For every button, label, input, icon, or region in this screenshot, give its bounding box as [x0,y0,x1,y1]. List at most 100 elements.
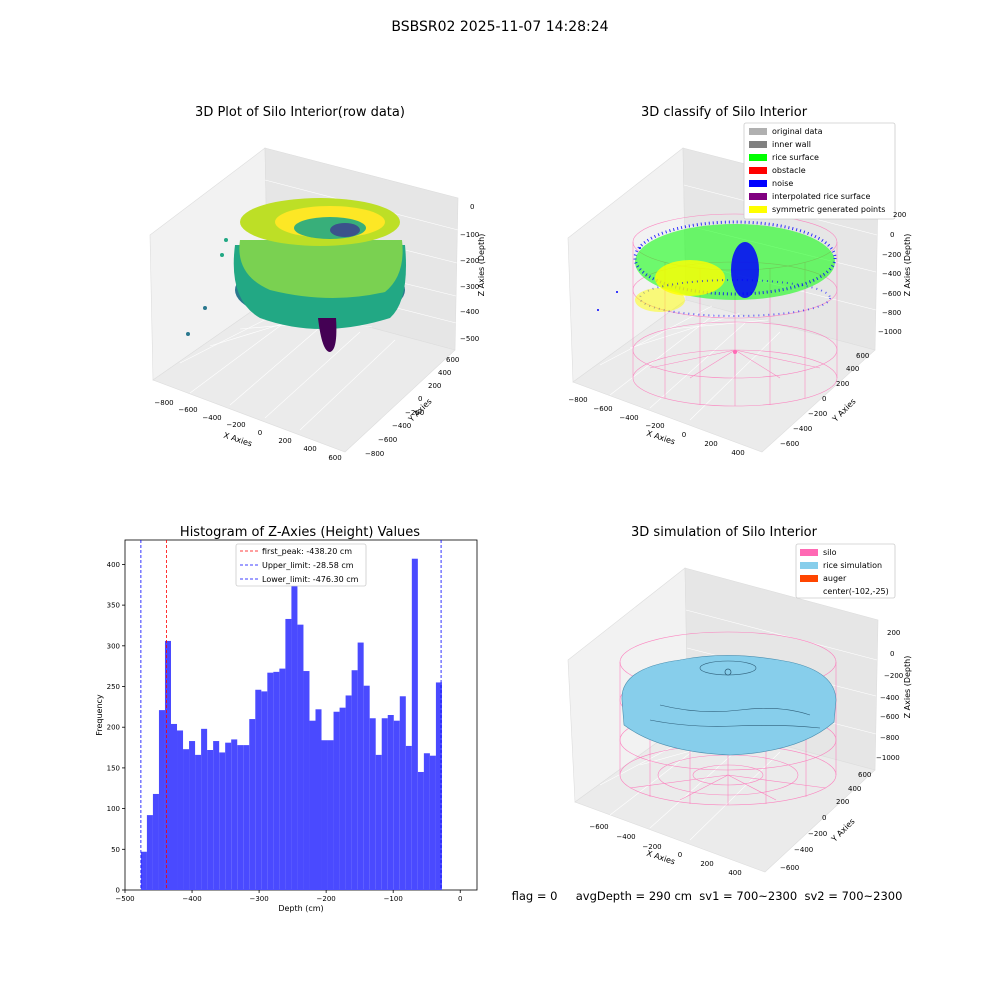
legend-item-rice-surface: rice surface [749,153,819,162]
histogram-bar [297,624,304,890]
svg-text:−200: −200 [808,830,827,838]
svg-text:600: 600 [328,454,341,462]
svg-text:auger: auger [823,574,847,583]
svg-text:400: 400 [848,785,861,793]
svg-text:0: 0 [470,203,474,211]
svg-text:0: 0 [822,814,826,822]
legend-item-silo: silo [800,548,837,557]
histogram-bar [279,668,286,890]
svg-text:inner wall: inner wall [772,140,811,149]
histogram-bar [405,745,412,890]
histogram-bar [170,723,178,890]
svg-text:−400: −400 [616,833,635,841]
histogram-bar [146,815,153,890]
svg-text:−600: −600 [780,864,799,872]
histogram-bar [393,720,400,890]
histogram-bar [339,707,346,890]
panel-classify-ylabel: Y Axies [830,397,858,425]
histogram-bar [207,750,214,890]
panel-simulation-zticks: 200 0 −200 −400 −600 −800 −1000 [876,629,903,762]
histogram-x-tick-label: −400 [182,895,201,903]
panel-simulation-ylabel: Y Axies [829,817,857,845]
svg-text:−600: −600 [882,290,901,298]
histogram-y-tick-label: 350 [107,602,120,610]
svg-text:rice surface: rice surface [772,153,819,162]
svg-text:0: 0 [890,650,894,658]
svg-text:−400: −400 [794,846,813,854]
svg-text:obstacle: obstacle [772,166,806,175]
svg-text:−800: −800 [882,309,901,317]
panel-raw-title: 3D Plot of Silo Interior(row data) [195,105,405,120]
histogram-bar [225,742,232,890]
histogram-y-tick-label: 400 [107,561,120,569]
panel-histogram: Histogram of Z-Axies (Height) Values −50… [95,525,478,913]
svg-text:interpolated rice surface: interpolated rice surface [772,192,870,201]
status-footer: flag = 0 avgDepth = 290 cm sv1 = 700~230… [512,889,903,903]
histogram-bar [189,741,196,890]
histogram-bar [345,695,352,890]
legend-item-first-peak: first_peak: -438.20 cm [240,547,352,556]
svg-text:original data: original data [772,127,823,136]
legend-item-center: center(-102,-25) [823,587,889,596]
panel-classify-zlabel: Z Axies (Depth) [903,234,912,297]
svg-text:−800: −800 [365,450,384,458]
histogram-bar [381,718,388,890]
svg-text:200: 200 [887,629,900,637]
svg-text:600: 600 [446,356,459,364]
figure-suptitle: BSBSR02 2025-11-07 14:28:24 [391,19,608,35]
panel-classify-3d: 3D classify of Silo Interior [567,105,912,457]
histogram-bar [309,720,316,890]
histogram-bar [363,685,370,890]
svg-text:−200: −200 [884,672,903,680]
svg-text:−300: −300 [460,283,479,291]
histogram-bar [285,618,292,890]
histogram-x-ticks: −500 −400 −300 −200 −100 0 [115,890,462,903]
svg-text:0: 0 [678,851,682,859]
svg-text:200: 200 [893,211,906,219]
svg-text:first_peak: -438.20 cm: first_peak: -438.20 cm [262,547,352,556]
panel-raw-zticks: 0 −100 −200 −300 −400 −500 [460,203,479,343]
svg-text:200: 200 [700,860,713,868]
svg-text:400: 400 [438,369,451,377]
svg-text:−1000: −1000 [878,328,902,336]
panel-classify-xticks: −800 −600 −400 −200 0 200 400 [568,396,744,457]
panel-raw-xlabel: X Axies [222,431,253,449]
histogram-bar [351,670,358,890]
panel-simulation-rice-surface [621,655,837,756]
histogram-bar [243,745,250,890]
histogram-bar [177,730,184,890]
histogram-bar [201,728,208,890]
histogram-bars [140,558,442,890]
svg-text:−600: −600 [378,436,397,444]
histogram-bar [267,672,274,890]
histogram-bar [158,710,165,890]
svg-text:noise: noise [772,179,793,188]
histogram-x-tick-label: −300 [249,895,268,903]
histogram-bar [195,754,202,890]
panel-raw-pointcloud [186,198,406,352]
svg-text:−600: −600 [589,823,608,831]
svg-text:600: 600 [856,352,869,360]
histogram-bar [375,754,382,890]
svg-text:200: 200 [704,440,717,448]
histogram-x-tick-label: 0 [458,895,462,903]
svg-text:0: 0 [418,395,422,403]
svg-text:0: 0 [258,429,262,437]
svg-text:400: 400 [846,365,859,373]
svg-text:−400: −400 [392,422,411,430]
svg-text:center(-102,-25): center(-102,-25) [823,587,889,596]
svg-text:0: 0 [682,431,686,439]
histogram-bar [183,749,190,890]
histogram-y-tick-label: 200 [107,724,120,732]
panel-classify-legend: original data inner wall rice surface ob… [743,122,896,220]
svg-text:0: 0 [822,395,826,403]
svg-text:−200: −200 [405,409,424,417]
histogram-bar [321,740,328,890]
histogram-bar [249,719,256,890]
svg-text:Lower_limit: -476.30 cm: Lower_limit: -476.30 cm [262,575,359,584]
histogram-bar [219,752,226,890]
svg-text:symmetric generated points: symmetric generated points [772,205,885,214]
histogram-bar [327,740,334,890]
histogram-x-tick-label: −500 [115,895,134,903]
svg-text:200: 200 [836,380,849,388]
